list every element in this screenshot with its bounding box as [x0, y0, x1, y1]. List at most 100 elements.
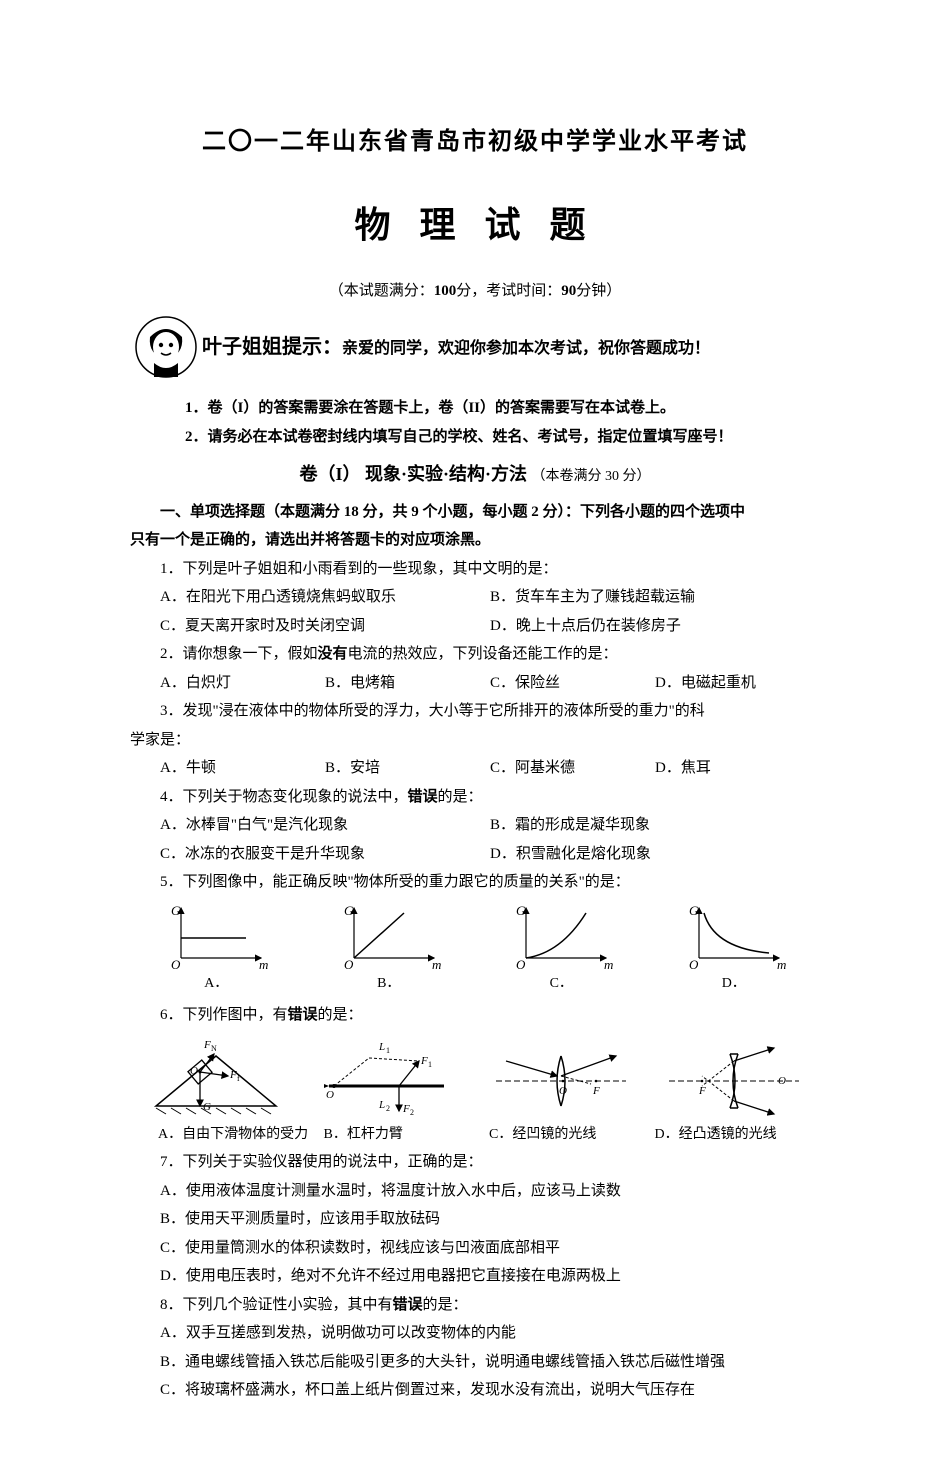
total-score: 100	[434, 283, 457, 299]
svg-text:O: O	[559, 1085, 567, 1097]
svg-text:O: O	[344, 957, 354, 972]
q4-stem: 4．下列关于物态变化现象的说法中，错误的是：	[130, 783, 820, 812]
q7-C: C．使用量筒测水的体积读数时，视线应该与凹液面底部相平	[130, 1234, 820, 1263]
q1-B: B．货车车主为了赚钱超载运输	[490, 583, 820, 612]
q6-diagrams: FN Ff G O O L1 L2 F1 F2	[130, 1036, 820, 1116]
svg-text:G: G	[171, 903, 181, 918]
q6-D: D．经凸透镜的光线	[655, 1122, 821, 1149]
q6-stem-c: 的是：	[318, 1007, 363, 1023]
q8-stem-a: 8．下列几个验证性小实验，其中有	[160, 1297, 393, 1313]
q2-stem-c: 电流的热效应，下列设备还能工作的是：	[348, 646, 618, 662]
q2-B: B．电烤箱	[325, 669, 490, 698]
q5-label-A: A．	[130, 971, 303, 998]
q5-label-B: B．	[303, 971, 476, 998]
q6-diagram-C: O F	[475, 1036, 648, 1116]
q3-D: D．焦耳	[655, 754, 820, 783]
q8-C: C．将玻璃杯盛满水，杯口盖上纸片倒置过来，发现水没有流出，说明大气压存在	[130, 1376, 820, 1405]
q6-diagram-B: O L1 L2 F1 F2	[303, 1036, 476, 1116]
exam-subject: 物 理 试 题	[130, 191, 820, 259]
q1-A: A．在阳光下用凸透镜烧焦蚂蚁取乐	[160, 583, 490, 612]
q6-stem: 6．下列作图中，有错误的是：	[130, 1001, 820, 1030]
svg-text:m: m	[432, 957, 441, 972]
q6-diagram-D: F O	[648, 1036, 821, 1116]
svg-text:F: F	[592, 1085, 600, 1097]
svg-text:2: 2	[410, 1108, 414, 1116]
q5-graph-B: G m O B．	[303, 903, 476, 998]
svg-text:m: m	[777, 957, 786, 972]
q1-C: C．夏天离开家时及时关闭空调	[160, 612, 490, 641]
q5-graphs: G m O A． G m O B． G m O C．	[130, 903, 820, 998]
q4-stem-a: 4．下列关于物态变化现象的说法中，	[160, 789, 408, 805]
q4-options: A．冰棒冒"白气"是汽化现象 B．霜的形成是凝华现象 C．冰冻的衣服变干是升华现…	[130, 811, 820, 868]
hint-prefix: 叶子姐姐提示：	[202, 336, 342, 358]
q2-D: D．电磁起重机	[655, 669, 820, 698]
q8-stem: 8．下列几个验证性小实验，其中有错误的是：	[130, 1291, 820, 1320]
q5-stem: 5．下列图像中，能正确反映"物体所受的重力跟它的质量的关系"的是：	[130, 868, 820, 897]
svg-text:F: F	[420, 1055, 428, 1067]
svg-text:G: G	[689, 903, 699, 918]
svg-text:O: O	[778, 1075, 786, 1087]
svg-text:O: O	[171, 957, 181, 972]
svg-text:L: L	[378, 1099, 385, 1111]
exam-meta: （本试题满分：100分，考试时间：90分钟）	[130, 277, 820, 306]
q6-stem-b: 错误	[288, 1007, 318, 1023]
q3-stem-cont: 学家是：	[130, 726, 820, 755]
svg-text:O: O	[326, 1089, 334, 1101]
q2-A: A．白炽灯	[160, 669, 325, 698]
svg-text:O: O	[516, 957, 526, 972]
hint-text: 叶子姐姐提示：亲爱的同学，欢迎你参加本次考试，祝你答题成功！	[202, 328, 710, 366]
svg-text:F: F	[402, 1103, 410, 1115]
svg-text:L: L	[378, 1041, 385, 1053]
q3-C: C．阿基米德	[490, 754, 655, 783]
svg-text:G: G	[344, 903, 354, 918]
q6-B: B．杠杆力臂	[324, 1122, 490, 1149]
q6-C: C．经凹镜的光线	[489, 1122, 655, 1149]
q1-stem: 1．下列是叶子姐姐和小雨看到的一些现象，其中文明的是：	[130, 555, 820, 584]
svg-text:O: O	[190, 1065, 198, 1077]
q8-B: B．通电螺线管插入铁芯后能吸引更多的大头针，说明通电螺线管插入铁芯后磁性增强	[130, 1348, 820, 1377]
section-header: 卷（I） 现象·实验·结构·方法 （本卷满分 30 分）	[130, 457, 820, 491]
q4-stem-c: 的是：	[438, 789, 483, 805]
svg-text:G: G	[203, 1101, 211, 1113]
q4-C: C．冰冻的衣服变干是升华现象	[160, 840, 490, 869]
q4-A: A．冰棒冒"白气"是汽化现象	[160, 811, 490, 840]
duration: 90	[561, 283, 576, 299]
svg-text:f: f	[237, 1074, 240, 1083]
q1-options: A．在阳光下用凸透镜烧焦蚂蚁取乐 B．货车车主为了赚钱超载运输 C．夏天离开家时…	[130, 583, 820, 640]
q4-B: B．霜的形成是凝华现象	[490, 811, 820, 840]
exam-main-title: 二〇一二年山东省青岛市初级中学学业水平考试	[130, 120, 820, 166]
q2-stem: 2．请你想象一下，假如没有电流的热效应，下列设备还能工作的是：	[130, 640, 820, 669]
meta-mid: 分，考试时间：	[456, 283, 561, 299]
q7-A: A．使用液体温度计测量水温时，将温度计放入水中后，应该马上读数	[130, 1177, 820, 1206]
note-1: 1．卷（I）的答案需要涂在答题卡上，卷（II）的答案需要写在本试卷上。	[185, 394, 820, 423]
q3-A: A．牛顿	[160, 754, 325, 783]
q5-graph-A: G m O A．	[130, 903, 303, 998]
q2-stem-a: 2．请你想象一下，假如	[160, 646, 318, 662]
q1-D: D．晚上十点后仍在装修房子	[490, 612, 820, 641]
q6-options: A．自由下滑物体的受力 B．杠杆力臂 C．经凹镜的光线 D．经凸透镜的光线	[130, 1122, 820, 1149]
svg-text:1: 1	[428, 1060, 432, 1069]
q5-graph-D: G m O D．	[648, 903, 821, 998]
q6-diagram-A: FN Ff G O	[130, 1036, 303, 1116]
avatar-icon	[130, 315, 202, 379]
q5-label-D: D．	[648, 971, 821, 998]
q3-options: A．牛顿 B．安培 C．阿基米德 D．焦耳	[130, 754, 820, 783]
q2-C: C．保险丝	[490, 669, 655, 698]
part1-title-cont: 只有一个是正确的，请选出并将答题卡的对应项涂黑。	[130, 526, 820, 555]
svg-text:O: O	[689, 957, 699, 972]
q5-label-C: C．	[475, 971, 648, 998]
meta-suffix: 分钟）	[576, 283, 621, 299]
q6-stem-a: 6．下列作图中，有	[160, 1007, 288, 1023]
svg-text:F: F	[203, 1039, 211, 1051]
svg-text:2: 2	[386, 1104, 390, 1113]
hint-body: 亲爱的同学，欢迎你参加本次考试，祝你答题成功！	[342, 340, 710, 357]
svg-text:1: 1	[386, 1046, 390, 1055]
section-score: （本卷满分 30 分）	[532, 469, 651, 484]
part1-title: 一、单项选择题（本题满分 18 分，共 9 个小题，每小题 2 分）：下列各小题…	[130, 498, 820, 527]
q8-stem-b: 错误	[393, 1297, 423, 1313]
q7-stem: 7．下列关于实验仪器使用的说法中，正确的是：	[130, 1148, 820, 1177]
q3-stem: 3．发现"浸在液体中的物体所受的浮力，大小等于它所排开的液体所受的重力"的科	[130, 697, 820, 726]
note-2: 2．请务必在本试卷密封线内填写自己的学校、姓名、考试号，指定位置填写座号！	[185, 423, 820, 452]
q2-stem-b: 没有	[318, 646, 348, 662]
q5-graph-C: G m O C．	[475, 903, 648, 998]
